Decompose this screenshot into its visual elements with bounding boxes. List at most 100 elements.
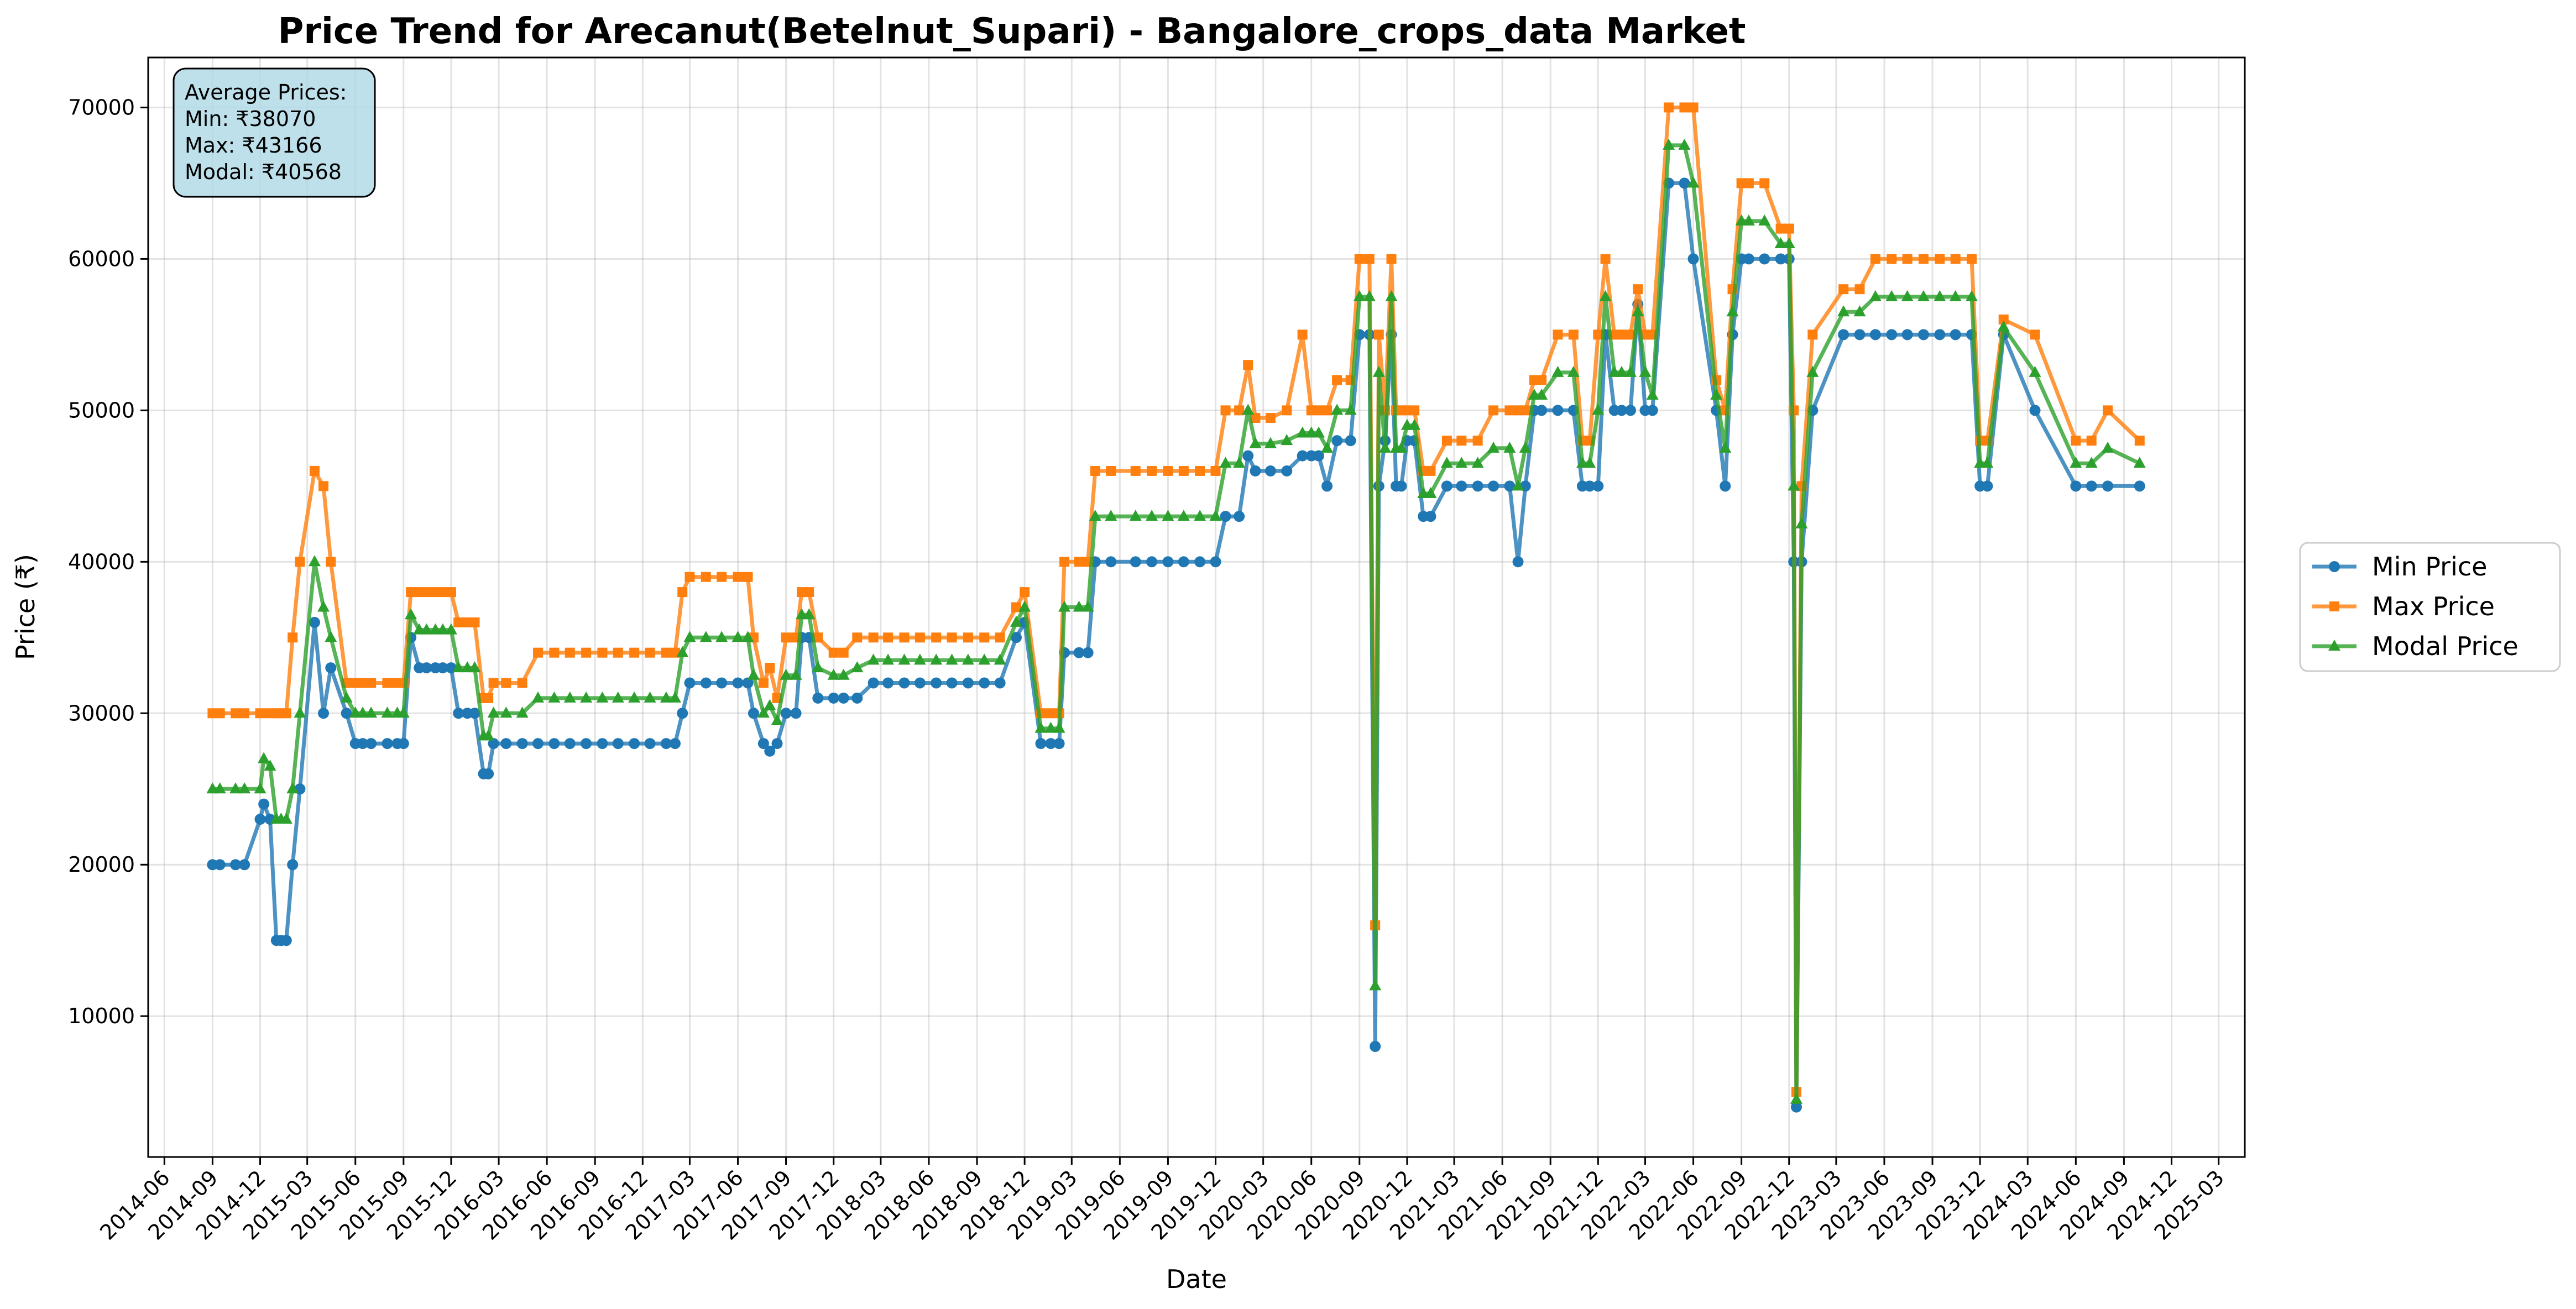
data-point-min-price: [764, 745, 776, 757]
data-point-modal-price: [1788, 479, 1800, 491]
data-point-modal-price: [1034, 721, 1047, 733]
data-point-modal-price: [1719, 441, 1732, 453]
data-point-max-price: [1441, 436, 1452, 446]
legend-entry-min-price: Min Price: [2312, 552, 2487, 582]
data-point-max-price: [1854, 284, 1865, 295]
data-point-modal-price: [1837, 305, 1850, 317]
data-point-modal-price: [1901, 290, 1914, 301]
data-point-min-price: [1345, 435, 1356, 447]
data-point-modal-price: [532, 691, 545, 703]
data-point-max-price: [1364, 254, 1375, 264]
data-point-modal-price: [994, 653, 1006, 665]
data-point-min-price: [1281, 465, 1293, 477]
data-point-min-price: [677, 708, 688, 719]
data-point-modal-price: [1917, 290, 1930, 301]
data-point-min-price: [1592, 480, 1604, 492]
data-point-modal-price: [2102, 441, 2114, 453]
data-point-min-price: [1313, 450, 1324, 462]
chart-title: Price Trend for Arecanut(Betelnut_Supari…: [278, 11, 1746, 52]
data-point-max-price: [852, 632, 863, 643]
data-point-modal-price: [264, 760, 276, 771]
data-point-max-price: [1313, 405, 1324, 416]
data-point-min-price: [790, 708, 802, 719]
data-point-min-price: [398, 738, 409, 750]
data-point-min-price: [1982, 480, 1993, 492]
data-point-modal-price: [500, 706, 513, 718]
data-point-modal-price: [1372, 365, 1385, 377]
data-point-modal-price: [747, 668, 760, 680]
data-point-min-price: [757, 738, 769, 750]
data-point-min-price: [1441, 480, 1452, 492]
data-point-modal-price: [1455, 457, 1468, 468]
data-point-max-price: [318, 481, 329, 491]
data-point-modal-price: [1934, 290, 1946, 301]
legend-frame: [2299, 542, 2561, 672]
data-point-max-price: [1593, 329, 1603, 340]
data-point-min-price: [2102, 480, 2114, 492]
data-point-max-price: [1784, 223, 1794, 234]
data-point-max-price: [1688, 102, 1699, 113]
data-point-max-price: [1488, 405, 1499, 416]
data-point-max-price: [2086, 436, 2097, 446]
data-point-modal-price: [962, 653, 974, 665]
data-point-max-price: [1887, 254, 1897, 264]
data-point-modal-price: [1615, 365, 1628, 377]
data-point-min-price: [1552, 405, 1564, 416]
plot-frame: [147, 56, 2246, 1158]
data-point-modal-price: [1281, 434, 1293, 446]
data-point-max-price: [1504, 405, 1515, 416]
data-point-min-price: [1045, 738, 1057, 750]
data-point-max-price: [733, 572, 743, 582]
data-point-min-price: [2070, 480, 2082, 492]
data-point-modal-price: [445, 623, 457, 635]
data-point-max-price: [1520, 405, 1530, 416]
grid-layer: [148, 57, 2245, 1157]
data-point-modal-price: [420, 623, 433, 635]
data-point-modal-price: [1044, 721, 1057, 733]
data-point-modal-price: [487, 706, 500, 718]
data-point-modal-price: [452, 661, 465, 673]
data-point-min-price: [318, 708, 330, 719]
data-point-min-price: [214, 859, 226, 871]
data-point-min-price: [669, 738, 681, 750]
data-point-max-price: [1250, 413, 1261, 423]
data-point-max-price: [1106, 465, 1116, 476]
data-point-modal-price: [1219, 457, 1232, 468]
data-point-min-price: [309, 616, 320, 628]
data-point-max-price: [288, 632, 298, 643]
data-point-min-price: [1082, 647, 1094, 658]
data-point-min-price: [828, 692, 839, 704]
data-point-min-price: [469, 708, 480, 719]
data-point-modal-price: [286, 782, 299, 794]
data-point-min-price: [1130, 556, 1141, 568]
data-point-max-price: [1807, 329, 1818, 340]
data-point-modal-price: [1758, 214, 1771, 226]
data-point-modal-price: [1885, 290, 1898, 301]
data-point-min-price: [280, 935, 292, 946]
data-point-max-price: [281, 708, 291, 719]
data-point-max-price: [765, 663, 775, 673]
data-point-min-price: [1869, 329, 1881, 341]
data-point-modal-price: [1249, 437, 1262, 448]
data-point-modal-price: [482, 729, 495, 741]
data-point-modal-price: [1512, 479, 1524, 491]
data-point-modal-price: [1853, 305, 1866, 317]
data-point-max-price: [1020, 587, 1030, 598]
data-point-max-price: [1679, 102, 1690, 113]
data-point-min-price: [931, 677, 942, 689]
data-point-max-price: [1568, 329, 1579, 340]
data-point-max-price: [1282, 405, 1292, 416]
data-point-max-price: [1870, 254, 1880, 264]
data-point-modal-price: [1774, 237, 1787, 248]
data-point-min-price: [1934, 329, 1946, 341]
data-point-modal-price: [1949, 290, 1962, 301]
data-point-max-price: [685, 572, 695, 582]
data-point-max-price: [488, 678, 499, 688]
data-point-modal-price: [2085, 457, 2098, 468]
data-point-modal-price: [913, 653, 926, 665]
data-point-min-price: [914, 677, 926, 689]
y-axis-ticks: 10000 20000 30000 40000 50000 60000 70000: [68, 95, 148, 1028]
data-point-max-price: [758, 678, 769, 688]
data-point-max-price: [517, 678, 527, 688]
data-point-modal-price: [676, 646, 689, 657]
